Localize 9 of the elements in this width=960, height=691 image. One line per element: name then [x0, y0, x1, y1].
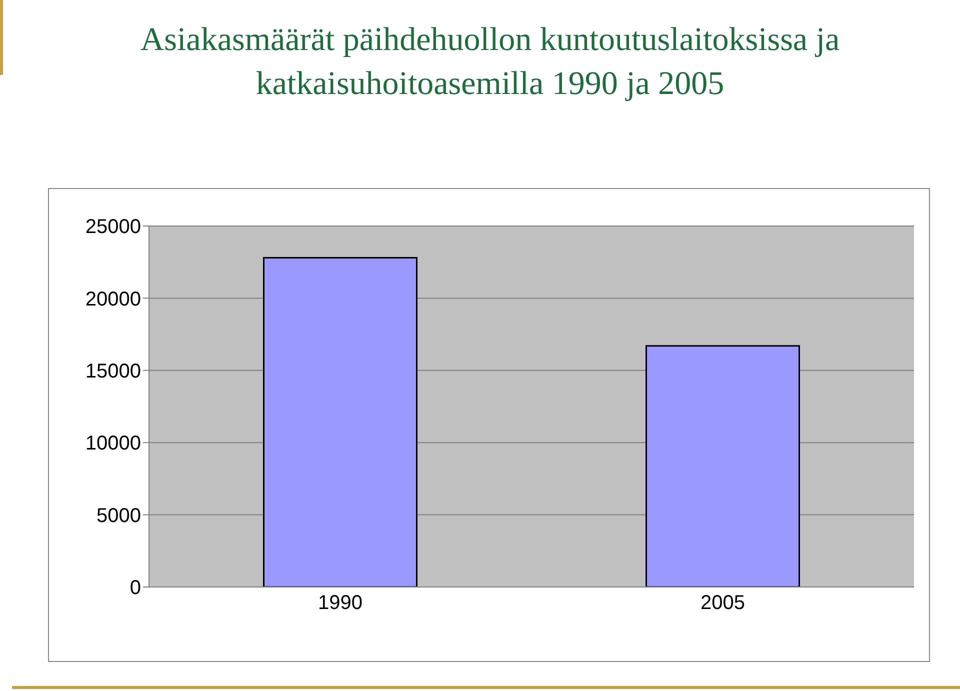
y-tick-label: 5000: [96, 504, 141, 527]
x-tick-label: 2005: [700, 592, 745, 614]
y-tick-label: 20000: [85, 288, 141, 310]
y-tick-label: 0: [130, 577, 141, 600]
y-tick-label: 25000: [85, 216, 141, 238]
chart-title: Asiakasmäärät päihdehuollon kuntoutuslaitoksissa ja katkaisuhoitoasemilla 1990 ja 2005: [139, 21, 841, 104]
x-tick-label: 1990: [318, 592, 362, 614]
y-tick-label: 15000: [85, 360, 141, 382]
y-tick-label: 10000: [85, 432, 141, 455]
